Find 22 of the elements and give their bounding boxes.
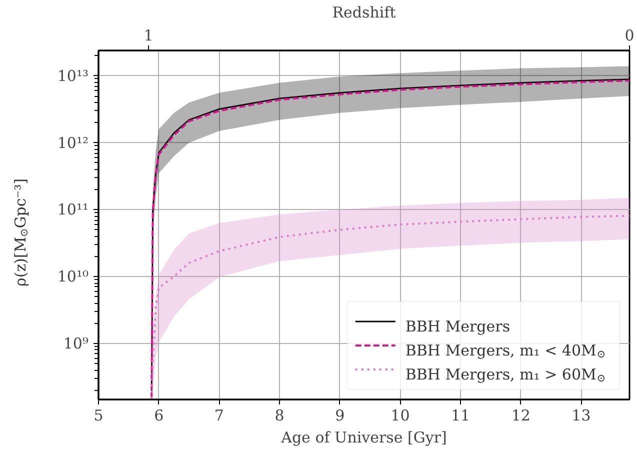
x-axis-title: Age of Universe [Gyr] (280, 428, 447, 446)
x-tick-label: 12 (511, 406, 530, 424)
legend-label: BBH Mergers, m₁ > 60M⊙ (405, 366, 606, 384)
x-tick-label: 11 (451, 406, 470, 424)
x-tick-label: 7 (214, 406, 224, 424)
x-tick-label: 6 (154, 406, 164, 424)
x-tick-label: 10 (390, 406, 410, 424)
legend-label: BBH Mergers (405, 318, 510, 336)
x-tick-label: 13 (572, 406, 591, 424)
x-tick-label: 9 (335, 406, 345, 424)
y-tick-label: 10¹⁰ (57, 268, 89, 286)
x2-tick-label: 0 (624, 26, 634, 44)
x2-axis-title: Redshift (332, 4, 396, 22)
x-tick-label: 5 (94, 406, 104, 424)
y-tick-label: 10¹³ (57, 66, 89, 85)
y-tick-label: 10⁹ (63, 334, 89, 352)
legend-label: BBH Mergers, m₁ < 40M⊙ (405, 342, 606, 360)
y-tick-label: 10¹¹ (57, 200, 89, 219)
y-axis-title: ρ(z)[M⊙Gpc⁻³] (12, 178, 30, 286)
x-tick-label: 8 (274, 406, 284, 424)
y-tick-label: 10¹² (57, 134, 89, 152)
x2-tick-label: 1 (144, 26, 154, 44)
